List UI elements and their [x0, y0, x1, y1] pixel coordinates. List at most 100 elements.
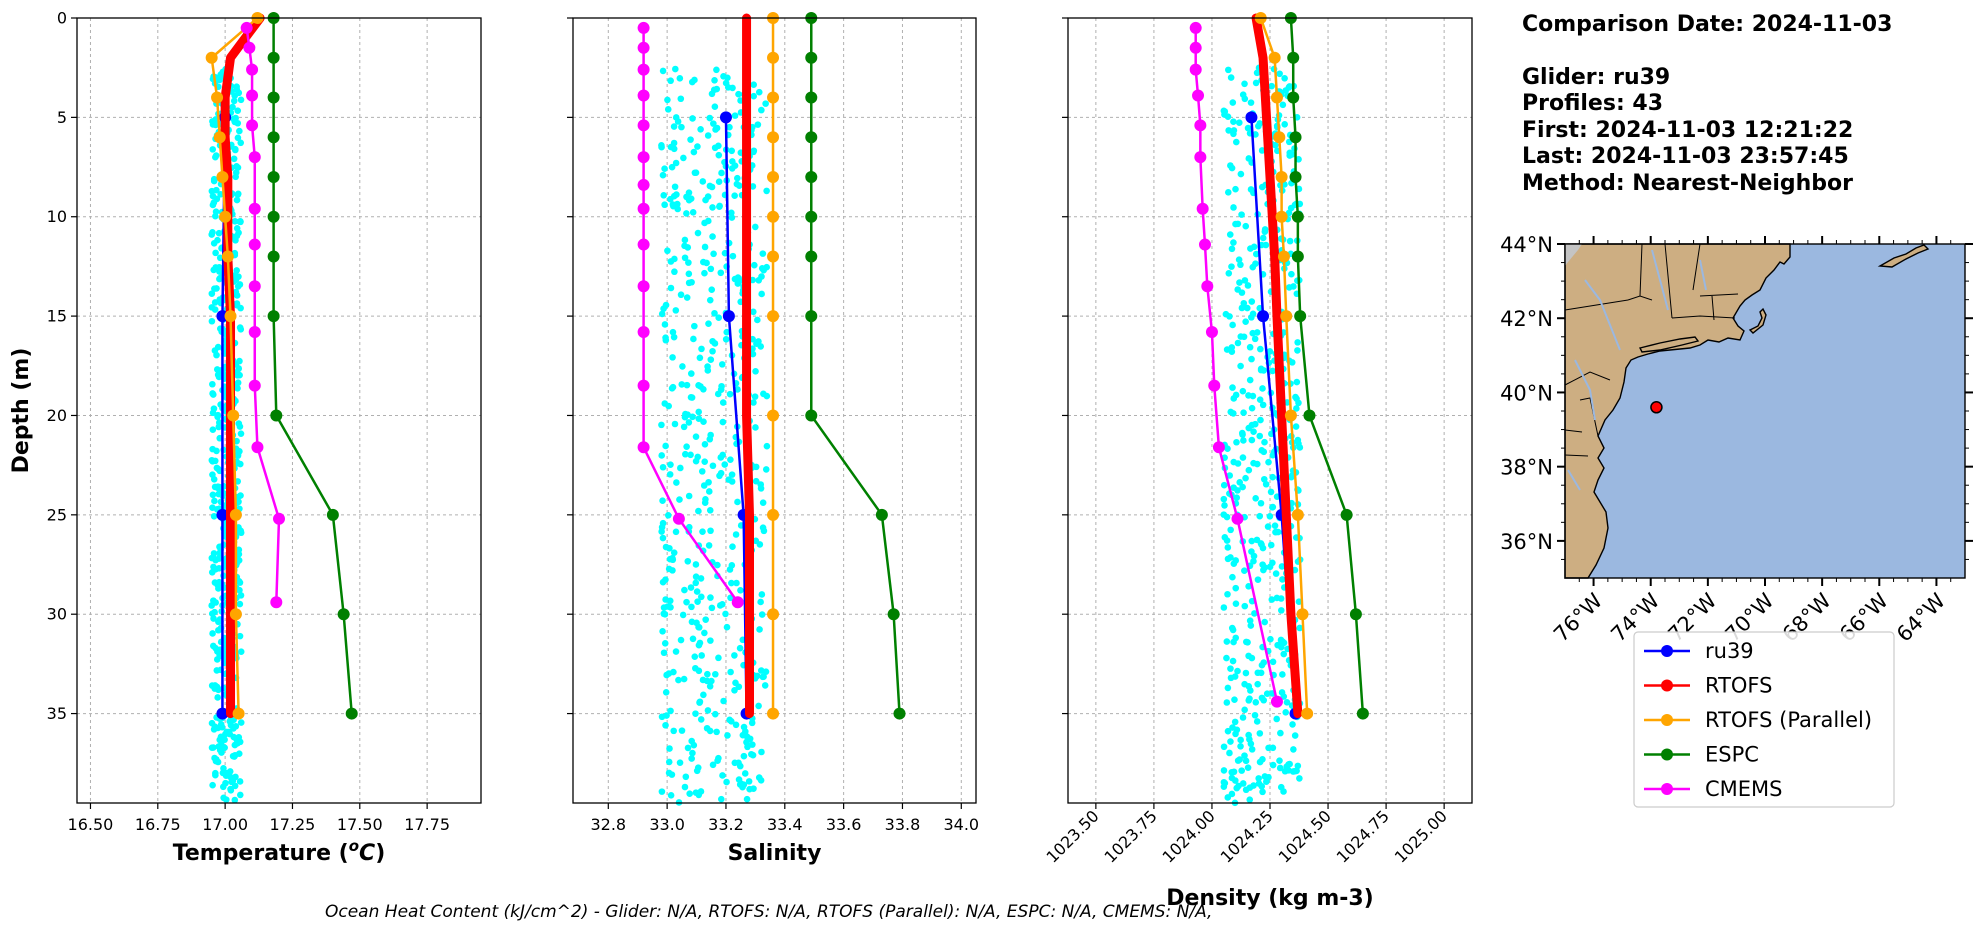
glider-point	[709, 204, 716, 211]
series-marker	[216, 707, 229, 720]
glider-point	[1285, 761, 1292, 768]
glider-point	[731, 687, 738, 694]
glider-point	[1225, 270, 1233, 277]
legend-label: ru39	[1705, 639, 1754, 663]
glider-point	[1253, 69, 1261, 77]
glider-point	[1227, 674, 1235, 682]
glider-point	[669, 354, 676, 361]
glider-point	[1269, 658, 1277, 666]
glider-point	[680, 423, 688, 431]
glider-point	[1292, 393, 1299, 401]
glider-point	[236, 632, 244, 640]
glider-point	[659, 67, 667, 75]
glider-point	[762, 466, 770, 473]
glider-point	[1235, 119, 1243, 126]
state-border	[1671, 315, 1736, 319]
glider-point	[1260, 448, 1268, 456]
glider-point	[214, 484, 221, 492]
glider-point	[1237, 170, 1245, 178]
glider-point	[672, 528, 680, 536]
glider-point	[1263, 778, 1270, 785]
glider-point	[679, 363, 686, 370]
glider-point	[1244, 282, 1252, 289]
glider-point	[695, 381, 702, 389]
x-tick-label: 1023.75	[1101, 806, 1161, 866]
series-marker	[767, 409, 780, 422]
glider-point	[748, 719, 756, 727]
glider-point	[717, 386, 725, 393]
glider-point	[1256, 396, 1264, 403]
glider-point	[733, 180, 741, 188]
glider-point	[736, 644, 744, 652]
glider-point	[735, 683, 743, 691]
glider-point	[740, 752, 748, 760]
glider-point	[742, 728, 749, 735]
glider-point	[708, 286, 716, 294]
series-marker	[267, 51, 280, 64]
glider-point	[1248, 298, 1256, 305]
glider-point	[1234, 667, 1241, 675]
glider-point	[1220, 481, 1228, 489]
glider-point	[1261, 226, 1269, 233]
glider-point	[1246, 784, 1254, 791]
glider-point	[214, 413, 221, 421]
series-marker	[672, 512, 685, 525]
glider-point	[1227, 162, 1234, 169]
glider-point	[1271, 522, 1279, 529]
glider-point	[1271, 141, 1279, 149]
glider-point	[667, 603, 674, 611]
glider-point	[731, 192, 738, 200]
glider-point	[683, 598, 690, 606]
glider-point	[1223, 654, 1230, 662]
glider-point	[709, 233, 716, 240]
series-marker	[1212, 441, 1225, 454]
glider-point	[707, 265, 715, 273]
glider-point	[1266, 348, 1274, 355]
glider-point	[1259, 234, 1267, 242]
glider-point	[215, 585, 222, 592]
glider-point	[1247, 99, 1255, 106]
series-marker	[1296, 608, 1309, 621]
series-marker	[893, 707, 906, 720]
glider-point	[233, 736, 241, 743]
glider-point	[1244, 124, 1252, 132]
glider-point	[1258, 541, 1265, 548]
map-lon-label: 64°W	[1892, 588, 1950, 646]
glider-point	[1256, 730, 1264, 737]
glider-point	[233, 232, 241, 240]
glider-point	[718, 795, 725, 803]
glider-point	[743, 795, 751, 803]
river	[1574, 359, 1596, 421]
glider-point	[232, 173, 240, 181]
glider-point	[1221, 108, 1229, 115]
glider-point	[741, 770, 749, 777]
series-marker	[722, 310, 735, 323]
glider-point	[1249, 329, 1257, 337]
glider-point	[208, 231, 216, 238]
glider-point	[1232, 391, 1240, 399]
map-lat-label: 42°N	[1500, 307, 1553, 331]
glider-point	[659, 534, 667, 542]
state-border	[1711, 295, 1715, 321]
series-marker	[1294, 310, 1307, 323]
glider-point	[692, 169, 700, 177]
x-tick-label: 1023.50	[1042, 806, 1102, 866]
glider-point	[1292, 767, 1299, 775]
glider-point	[1224, 66, 1232, 74]
glider-point	[715, 754, 722, 762]
glider-point	[724, 732, 731, 739]
great-lakes-area	[1565, 244, 1582, 266]
series-marker	[270, 596, 283, 609]
glider-point	[1239, 454, 1247, 461]
glider-point	[211, 497, 218, 505]
glider-point	[670, 668, 677, 676]
glider-point	[215, 263, 223, 271]
glider-point	[1244, 764, 1252, 771]
glider-point	[1224, 555, 1232, 563]
series-marker	[1275, 210, 1288, 223]
glider-point	[230, 97, 238, 105]
glider-point	[1262, 241, 1270, 249]
series-marker	[767, 707, 780, 720]
glider-point	[710, 120, 717, 127]
state-border	[1664, 243, 1673, 319]
